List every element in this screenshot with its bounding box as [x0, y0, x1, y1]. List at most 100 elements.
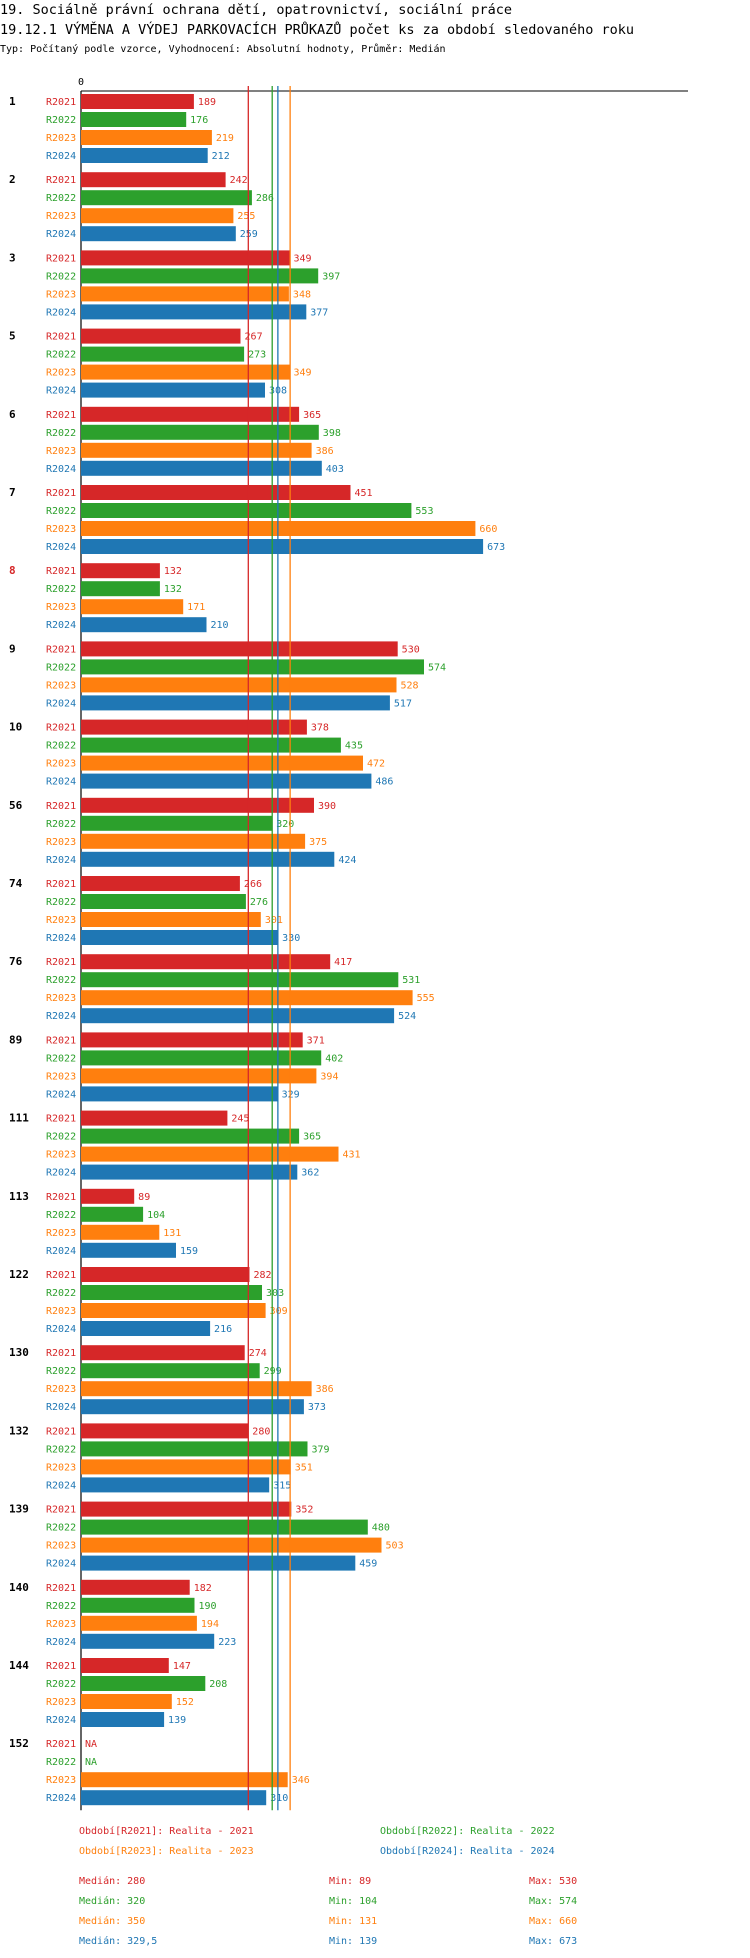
bar: [81, 737, 341, 753]
bar: [81, 1579, 190, 1595]
category-label: 130: [9, 1346, 29, 1359]
value-label: 486: [375, 777, 393, 788]
series-label: R2024: [46, 1246, 76, 1257]
bar: [81, 250, 290, 266]
series-label: R2022: [46, 897, 76, 908]
category-label: 113: [9, 1190, 29, 1203]
bar: [81, 695, 390, 711]
bar: [81, 130, 212, 145]
series-label: R2024: [46, 1011, 76, 1022]
series-label: R2021: [46, 1583, 76, 1594]
bar: [81, 424, 319, 440]
value-label: 131: [163, 1228, 181, 1239]
category-label: 132: [9, 1424, 29, 1437]
bar: [81, 851, 335, 867]
value-label: 417: [334, 957, 352, 968]
series-label: R2021: [46, 1739, 76, 1750]
bar: [81, 172, 226, 188]
bar: [81, 1050, 322, 1066]
category-label: 6: [9, 408, 16, 421]
category-label: 140: [9, 1581, 29, 1594]
series-label: R2021: [46, 488, 76, 499]
series-label: R2021: [46, 566, 76, 577]
category-label: 111: [9, 1112, 29, 1125]
series-label: R2023: [46, 1228, 76, 1239]
value-label: 349: [294, 253, 312, 264]
value-label: 555: [417, 993, 435, 1004]
series-label: R2022: [46, 1366, 76, 1377]
value-label: 280: [252, 1426, 270, 1437]
value-label: 394: [320, 1071, 338, 1082]
value-label: 673: [487, 542, 505, 553]
series-label: R2021: [46, 723, 76, 734]
bar: [81, 659, 424, 675]
bar: [81, 1477, 270, 1493]
value-label: 276: [250, 897, 268, 908]
series-label: R2023: [46, 1697, 76, 1708]
value-label: 159: [180, 1246, 198, 1257]
bar: [81, 1110, 228, 1126]
category-label: 1: [9, 95, 16, 108]
series-label: R2022: [46, 584, 76, 595]
bar: [81, 1615, 197, 1631]
bar: [81, 304, 307, 320]
value-label: 451: [354, 488, 372, 499]
value-label: 266: [244, 879, 262, 890]
value-label: 386: [316, 446, 334, 457]
value-label: 315: [273, 1480, 291, 1491]
series-label: R2024: [46, 1089, 76, 1100]
series-label: R2022: [46, 1210, 76, 1221]
bar: [81, 1658, 169, 1673]
category-label: 5: [9, 330, 16, 343]
series-label: R2024: [46, 1559, 76, 1570]
value-label: 373: [308, 1402, 326, 1413]
series-label: R2024: [46, 698, 76, 709]
series-label: R2022: [46, 1444, 76, 1455]
bar: [81, 1694, 172, 1709]
bar: [81, 226, 236, 242]
bar: [81, 503, 412, 518]
bar: [81, 1633, 215, 1649]
series-label: R2022: [46, 1757, 76, 1768]
series-label: R2022: [46, 350, 76, 361]
bar: [81, 912, 261, 927]
bar: [81, 1321, 211, 1336]
bar: [81, 1267, 250, 1282]
bar: [81, 972, 399, 988]
bar: [81, 833, 306, 849]
series-label: R2022: [46, 741, 76, 752]
value-label: 245: [231, 1114, 249, 1125]
bar: [81, 755, 363, 771]
bar: [81, 1790, 267, 1806]
value-label: 303: [266, 1288, 284, 1299]
series-label: R2021: [46, 410, 76, 421]
value-label: 574: [428, 662, 446, 673]
value-label: 480: [372, 1523, 390, 1534]
value-label: 286: [256, 193, 274, 204]
bar: [81, 1519, 368, 1535]
bar: [81, 346, 245, 362]
stat-min-r2024: Min: 139: [329, 1936, 378, 1947]
category-label: 10: [9, 721, 22, 734]
value-label: 267: [245, 332, 263, 343]
value-label: 104: [147, 1210, 165, 1221]
category-label: 144: [9, 1659, 29, 1672]
series-label: R2022: [46, 271, 76, 282]
category-label: 76: [9, 955, 23, 968]
bar: [81, 797, 314, 813]
value-label: 190: [199, 1601, 217, 1612]
stat-max-r2023: Max: 660: [529, 1916, 578, 1927]
stat-max-r2022: Max: 574: [529, 1896, 578, 1907]
stat-median-r2024: Medián: 329,5: [79, 1936, 158, 1947]
bar: [81, 990, 413, 1006]
bar: [81, 94, 194, 109]
bar: [81, 599, 184, 615]
value-label: 309: [270, 1306, 288, 1317]
series-label: R2021: [46, 97, 76, 108]
value-label: 171: [187, 602, 205, 613]
value-label: 362: [301, 1168, 319, 1179]
bar: [81, 1303, 266, 1318]
series-label: R2023: [46, 1462, 76, 1473]
series-label: R2023: [46, 133, 76, 144]
bar: [81, 1441, 308, 1457]
